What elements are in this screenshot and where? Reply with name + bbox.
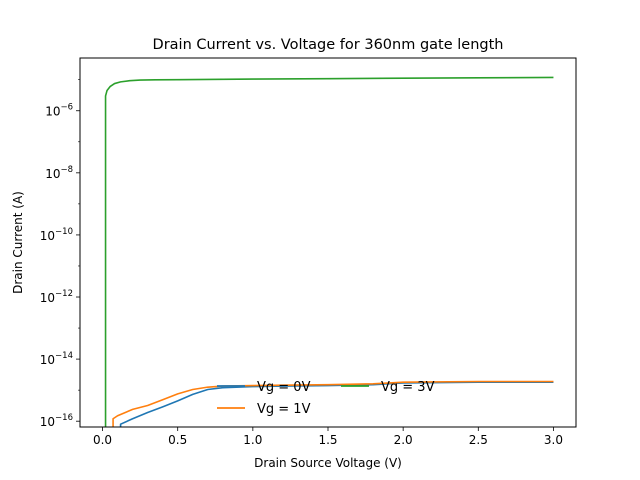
x-tick-label: 1.5 [318, 433, 337, 447]
y-tick-label: 10−14 [40, 351, 73, 367]
y-tick-label: 10−16 [40, 413, 73, 429]
y-tick-label: 10−8 [45, 165, 73, 181]
series-line-0 [119, 381, 554, 427]
x-tick-label: 0.5 [168, 433, 187, 447]
series-line-1 [112, 380, 554, 427]
x-tick-label: 1.0 [243, 433, 262, 447]
series-line-2 [104, 76, 554, 427]
y-tick-label: 10−6 [45, 103, 73, 119]
legend: Vg = 0V Vg = 1V Vg = 3V [217, 380, 435, 417]
x-axis-ticks: 0.0 0.5 1.0 1.5 2.0 2.5 3.0 [93, 427, 563, 447]
series-layer [104, 76, 554, 427]
x-tick-label: 2.0 [394, 433, 413, 447]
legend-entry: Vg = 0V [257, 380, 311, 395]
chart-title: Drain Current vs. Voltage for 360nm gate… [153, 37, 504, 53]
y-axis-label: Drain Current (A) [11, 191, 25, 294]
x-axis-label: Drain Source Voltage (V) [254, 456, 402, 470]
x-tick-label: 0.0 [93, 433, 112, 447]
legend-entry: Vg = 3V [381, 380, 435, 395]
y-tick-label: 10−10 [40, 227, 73, 243]
legend-entry: Vg = 1V [257, 402, 311, 417]
x-tick-label: 3.0 [544, 433, 563, 447]
y-axis-ticks: 10−16 10−14 10−12 10−10 10−8 10−6 [40, 79, 80, 429]
x-tick-label: 2.5 [469, 433, 488, 447]
y-tick-label: 10−12 [40, 289, 73, 305]
